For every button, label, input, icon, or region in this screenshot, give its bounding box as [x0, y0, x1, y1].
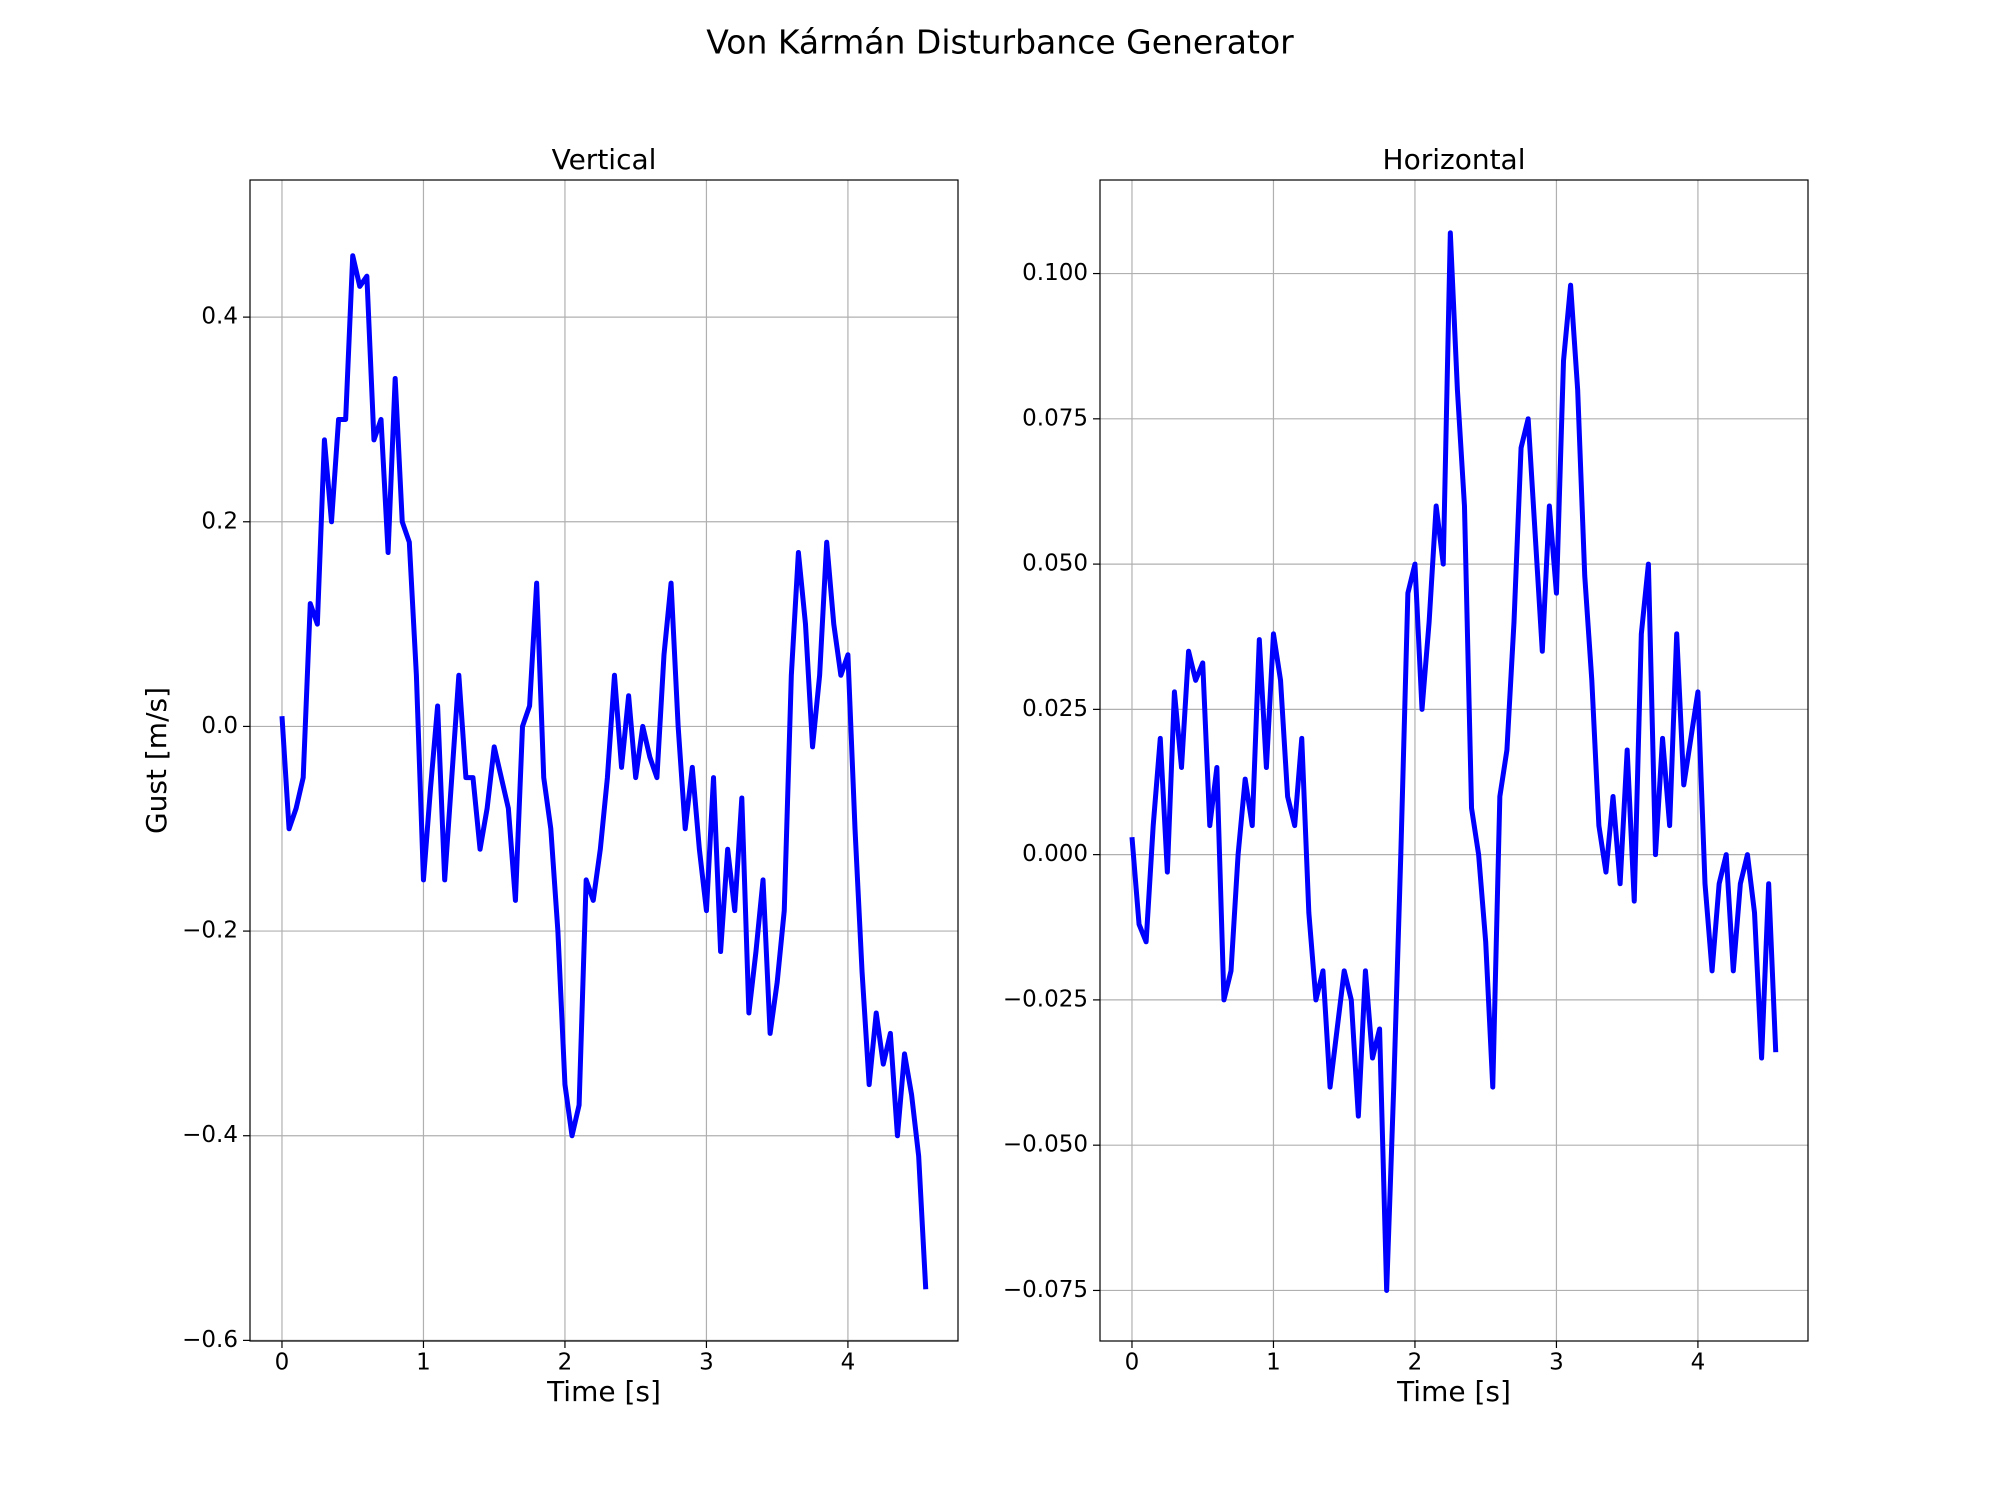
axes-frame: [249, 179, 959, 1342]
x-axis-label: Time [s]: [1396, 1375, 1511, 1408]
axes-title: Vertical: [552, 143, 657, 176]
x-tick-label: 0: [1125, 1350, 1140, 1376]
x-tick-label: 4: [1691, 1350, 1706, 1376]
axes-frame: [1099, 179, 1809, 1342]
y-tick-label: 0.000: [1022, 841, 1088, 867]
y-tick-label: −0.4: [182, 1122, 238, 1148]
x-tick-label: 2: [558, 1350, 573, 1376]
y-tick-label: −0.075: [1003, 1277, 1088, 1303]
y-axis-label: Gust [m/s]: [140, 687, 173, 834]
data-line: [279, 253, 929, 1290]
axes-title: Horizontal: [1383, 143, 1526, 176]
y-tick-label: 0.100: [1022, 260, 1088, 286]
y-tick-label: −0.2: [182, 918, 238, 944]
figure-title: Von Kármán Disturbance Generator: [706, 23, 1294, 62]
x-tick-label: 3: [699, 1350, 714, 1376]
y-tick-label: −0.025: [1003, 986, 1088, 1012]
y-tick-label: 0.075: [1022, 405, 1088, 431]
x-tick-label: 1: [1266, 1350, 1281, 1376]
data-line: [1129, 230, 1779, 1293]
x-axis-label: Time [s]: [546, 1375, 661, 1408]
x-tick-label: 1: [416, 1350, 431, 1376]
x-tick-label: 3: [1549, 1350, 1564, 1376]
x-tick-label: 0: [275, 1350, 290, 1376]
y-tick-label: 0.025: [1022, 696, 1088, 722]
x-tick-label: 4: [841, 1350, 856, 1376]
y-tick-label: 0.050: [1022, 551, 1088, 577]
y-tick-label: 0.4: [201, 304, 238, 330]
y-tick-label: 0.2: [201, 508, 238, 534]
x-tick-label: 2: [1408, 1350, 1423, 1376]
y-tick-label: 0.0: [201, 713, 238, 739]
y-tick-label: −0.050: [1003, 1132, 1088, 1158]
y-tick-label: −0.6: [182, 1327, 238, 1353]
